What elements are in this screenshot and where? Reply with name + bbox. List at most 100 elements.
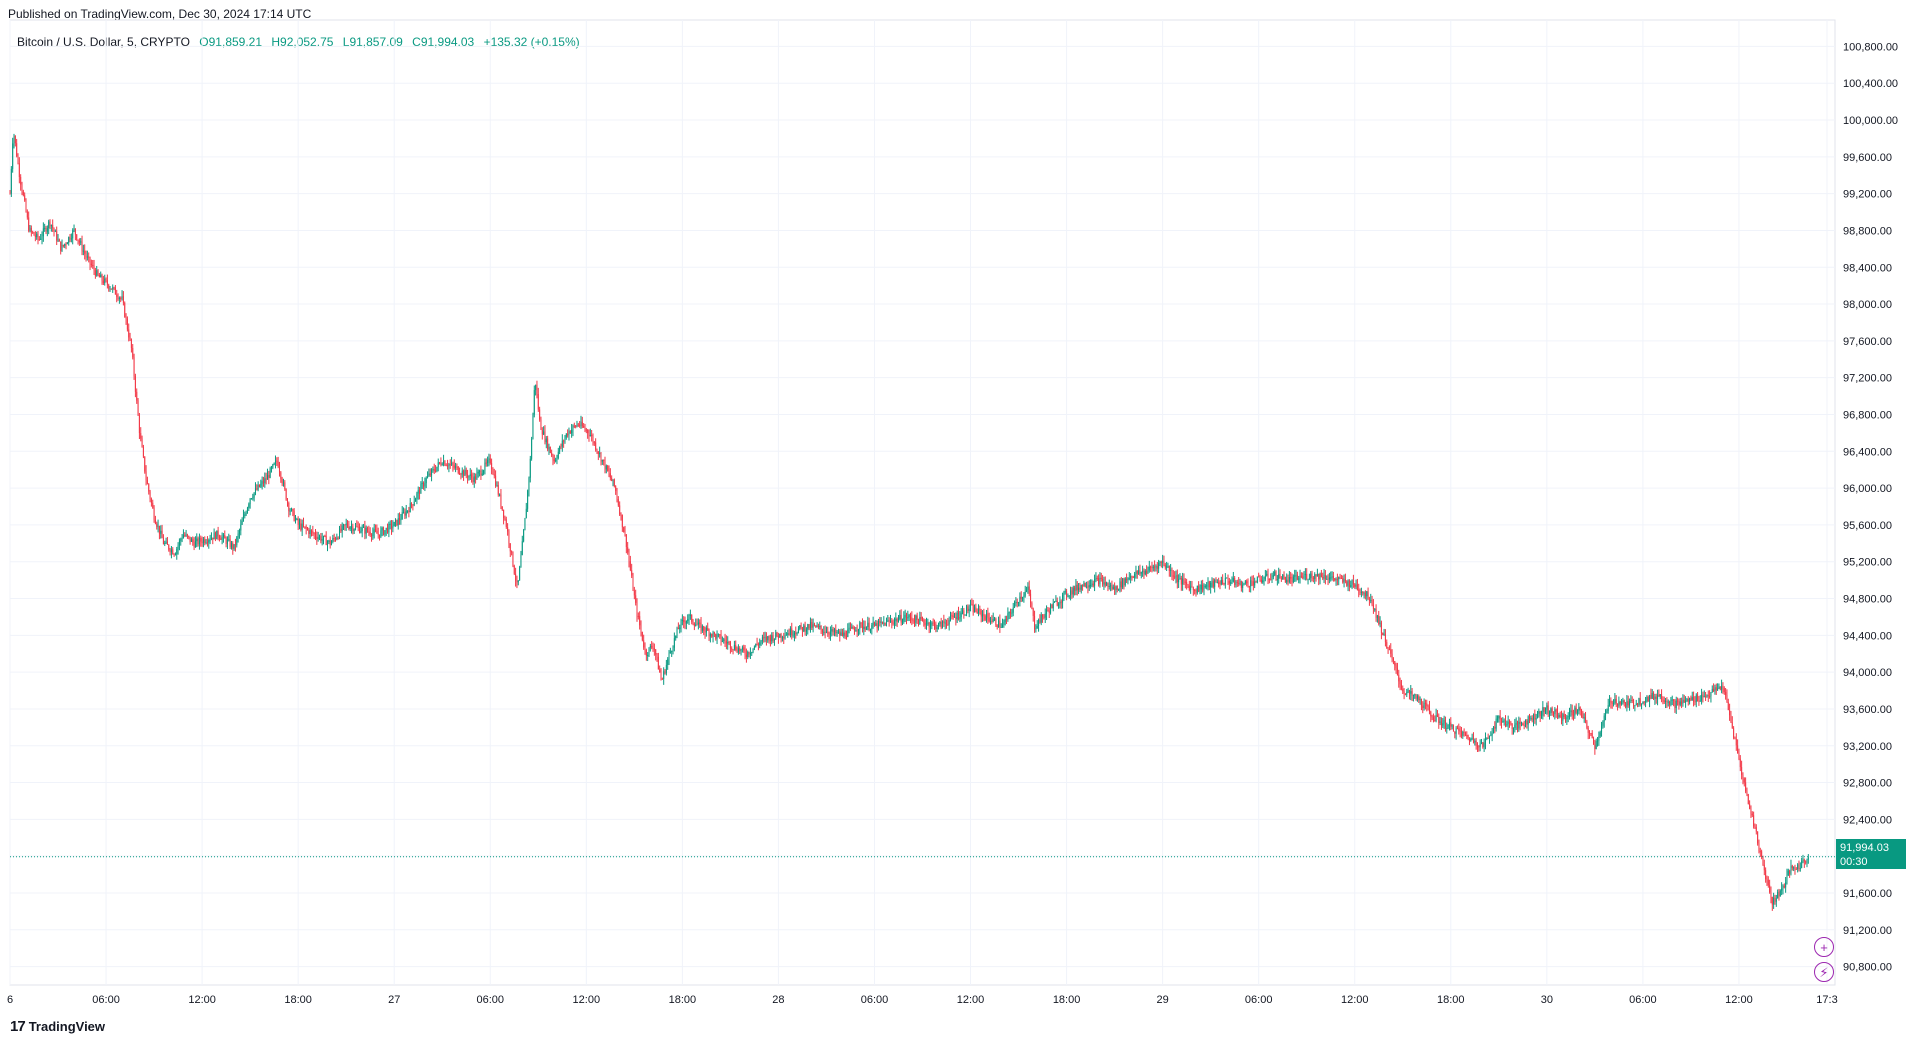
candle-body <box>316 536 318 539</box>
candle-body <box>164 543 166 545</box>
candle-body <box>849 627 851 629</box>
candle-body <box>852 626 854 630</box>
price-tick-label: 98,800.00 <box>1843 225 1892 237</box>
candle-body <box>939 621 941 624</box>
candle-body <box>1376 615 1378 618</box>
candle-body <box>1745 782 1747 792</box>
candle-body <box>593 442 595 444</box>
candle-body <box>1783 885 1785 888</box>
candle-body <box>1479 743 1481 747</box>
candle-body <box>927 622 929 624</box>
plus-circle-icon[interactable]: + <box>1814 937 1834 957</box>
candle-body <box>1163 561 1165 565</box>
candle-body <box>1074 587 1076 591</box>
candle-body <box>833 629 835 633</box>
candle-body <box>1723 688 1725 692</box>
candle-body <box>797 628 799 634</box>
candle-body <box>879 621 881 623</box>
candle-body <box>260 483 262 487</box>
candle-body <box>1202 584 1204 591</box>
candle-body <box>1573 715 1575 717</box>
candle-body <box>545 438 547 443</box>
candle-body <box>972 604 974 613</box>
candle-body <box>169 549 171 553</box>
candle-body <box>1222 579 1224 584</box>
candle-body <box>1420 698 1422 706</box>
candle-body <box>1626 701 1628 708</box>
candle-body <box>313 533 315 535</box>
time-axis: 6 06:00 12:00 18:00 27 06:00 12:00 18:00 28 06:00… <box>7 994 1838 1006</box>
candle-body <box>447 465 449 467</box>
candle-body <box>10 168 12 194</box>
candle-body <box>14 135 16 144</box>
candle-body <box>1731 722 1733 729</box>
candle-body <box>816 625 818 627</box>
candle-body <box>1726 694 1728 703</box>
candle-body <box>971 604 973 606</box>
candle-body <box>1472 737 1474 743</box>
candle-body <box>637 615 639 617</box>
candle-body <box>1789 870 1791 874</box>
candle-body <box>735 645 737 651</box>
candle-body <box>1292 576 1294 583</box>
candle-body <box>897 619 899 622</box>
candle-body <box>340 528 342 532</box>
candle-body <box>1332 576 1334 579</box>
symbol-name[interactable]: Bitcoin / U.S. Dollar, 5, CRYPTO <box>17 35 190 49</box>
candle-body <box>356 526 358 528</box>
candle-body <box>608 470 610 474</box>
candle-body <box>1653 692 1655 699</box>
candle-body <box>1446 727 1448 729</box>
candle-body <box>731 648 733 650</box>
candle-body <box>262 481 264 484</box>
candle-body <box>639 616 641 626</box>
candle-body <box>417 490 419 494</box>
candle-body <box>1424 702 1426 704</box>
candle-body <box>1071 590 1073 595</box>
candle-body <box>836 632 838 634</box>
candle-body <box>94 270 96 276</box>
candle-body <box>1380 622 1382 633</box>
candle-body <box>1194 590 1196 592</box>
candle-body <box>1721 685 1723 690</box>
candle-body <box>564 437 566 442</box>
candle-body <box>404 512 406 516</box>
candle-body <box>261 481 263 484</box>
candle-body <box>1234 578 1236 585</box>
candle-body <box>1014 602 1016 608</box>
candle-body <box>909 615 911 618</box>
candle-body <box>276 460 278 462</box>
candle-body <box>1506 724 1508 726</box>
candle-body <box>1187 584 1189 586</box>
candle-body <box>1099 577 1101 585</box>
candle-body <box>1654 696 1656 699</box>
candle-body <box>924 622 926 626</box>
candle-body <box>1613 703 1615 705</box>
candle-body <box>1246 581 1248 584</box>
candle-body <box>445 465 447 467</box>
last-price-value: 91,994.03 <box>1840 842 1889 854</box>
candle-body <box>24 195 26 201</box>
candle-body <box>571 429 573 434</box>
time-tick-label: 06:00 <box>476 994 504 1006</box>
candle-body <box>481 473 483 476</box>
time-tick-label: 30 <box>1541 994 1553 1006</box>
candle-body <box>400 519 402 521</box>
candle-body <box>484 462 486 471</box>
price-tick-label: 100,400.00 <box>1843 78 1898 90</box>
candle-body <box>736 650 738 653</box>
lightning-circle-icon[interactable]: ⚡ <box>1814 962 1834 982</box>
time-tick-label: 12:00 <box>1725 994 1753 1006</box>
candle-body <box>1304 573 1306 576</box>
candle-body <box>1390 649 1392 654</box>
candle-body <box>1072 587 1074 595</box>
candle-body <box>1388 649 1390 651</box>
candle-body <box>624 532 626 535</box>
candle-body <box>157 525 159 527</box>
candle-body <box>954 616 956 618</box>
tradingview-logo[interactable]: 17 TradingView <box>10 1018 105 1035</box>
candle-body <box>385 527 387 531</box>
candle-body <box>1693 697 1695 702</box>
candle-body <box>1395 665 1397 669</box>
